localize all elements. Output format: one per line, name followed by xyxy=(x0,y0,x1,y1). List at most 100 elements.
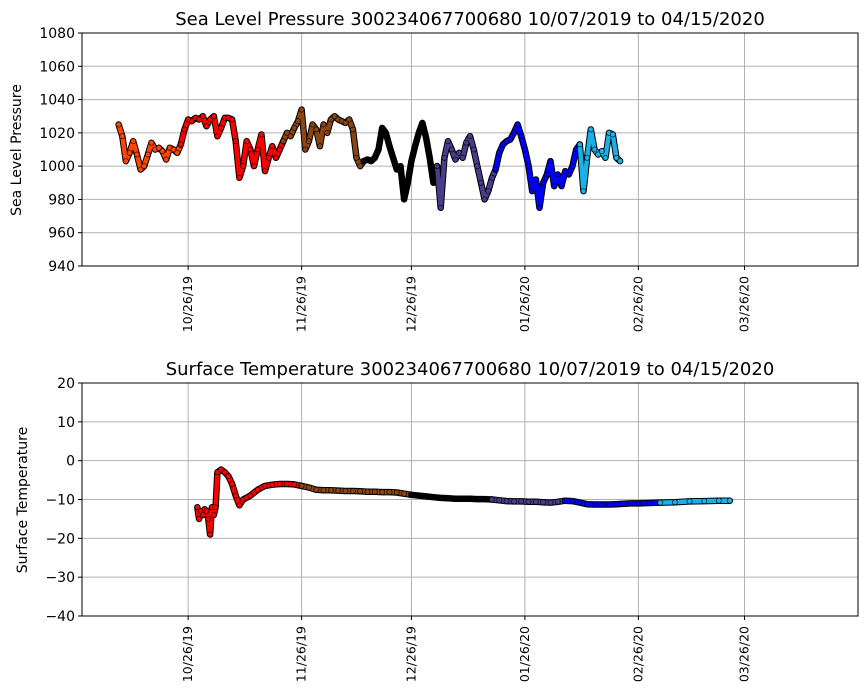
data-point xyxy=(716,497,722,504)
data-point xyxy=(595,151,601,158)
data-point xyxy=(221,469,228,476)
data-point xyxy=(529,188,536,194)
data-point xyxy=(258,131,265,138)
data-point xyxy=(353,154,360,161)
data-point xyxy=(137,166,144,173)
data-point xyxy=(551,183,558,189)
x-tick-label: 01/26/20 xyxy=(517,276,532,332)
data-point xyxy=(635,500,642,507)
data-point xyxy=(470,146,477,153)
data-point xyxy=(591,501,598,508)
data-point xyxy=(445,138,451,145)
x-tick-label: 01/26/20 xyxy=(517,626,532,682)
data-point xyxy=(452,156,459,163)
data-point xyxy=(672,499,678,506)
data-point xyxy=(430,494,437,501)
data-point xyxy=(309,121,316,128)
data-point xyxy=(397,163,404,169)
y-tick-label: 0 xyxy=(66,454,75,470)
data-point xyxy=(199,512,206,518)
data-point xyxy=(148,139,155,146)
data-point xyxy=(628,500,634,507)
data-point xyxy=(598,148,605,155)
data-point xyxy=(602,154,609,161)
data-point xyxy=(199,113,206,120)
data-point xyxy=(379,125,386,131)
data-point xyxy=(518,498,525,505)
x-tick-label: 10/26/19 xyxy=(180,276,195,332)
data-point xyxy=(203,508,210,514)
data-point xyxy=(390,154,396,161)
data-point xyxy=(474,163,481,169)
plot-frame xyxy=(81,32,859,267)
data-point xyxy=(236,174,243,181)
data-point xyxy=(576,499,583,506)
chart-title: Sea Level Pressure 300234067700680 10/07… xyxy=(175,9,765,30)
data-point xyxy=(459,495,466,502)
data-point xyxy=(499,141,506,148)
data-point xyxy=(284,481,290,487)
data-point xyxy=(562,168,569,174)
data-point xyxy=(727,497,733,504)
data-point xyxy=(357,163,364,169)
data-point xyxy=(386,489,393,495)
data-point xyxy=(514,121,521,128)
data-point xyxy=(533,498,539,505)
data-point xyxy=(291,125,298,131)
y-tick-label: 20 xyxy=(57,376,75,392)
data-point xyxy=(214,133,221,140)
chart-sea-level-pressure: Sea Level Pressure 300234067700680 10/07… xyxy=(9,9,859,332)
data-point xyxy=(159,148,166,155)
data-point xyxy=(287,133,294,140)
data-point xyxy=(620,500,627,507)
data-point xyxy=(478,179,484,186)
data-point xyxy=(445,495,451,502)
data-point xyxy=(269,481,276,488)
data-point xyxy=(584,154,590,161)
data-point xyxy=(280,138,287,145)
data-point xyxy=(254,486,261,493)
data-point xyxy=(437,494,444,501)
data-point xyxy=(269,143,276,150)
data-point xyxy=(368,158,375,164)
data-point xyxy=(265,154,272,161)
data-point xyxy=(247,146,254,153)
y-tick-label: −20 xyxy=(45,531,75,547)
data-point xyxy=(576,141,583,148)
y-tick-label: −40 xyxy=(45,609,75,625)
data-point xyxy=(540,179,547,186)
data-point xyxy=(205,516,212,522)
x-tick-label: 02/26/20 xyxy=(630,626,645,682)
data-point xyxy=(533,176,539,183)
data-point xyxy=(262,482,268,489)
data-point xyxy=(547,158,554,164)
data-point xyxy=(401,490,407,497)
data-point xyxy=(229,481,235,487)
data-point xyxy=(335,487,342,494)
data-point xyxy=(342,488,349,494)
x-tick-label: 11/26/19 xyxy=(294,626,309,682)
data-point xyxy=(459,154,466,161)
data-point xyxy=(320,487,327,494)
data-point xyxy=(606,501,612,508)
data-point xyxy=(119,133,126,140)
data-point xyxy=(379,489,386,495)
y-axis-label: Sea Level Pressure xyxy=(9,84,25,216)
data-point xyxy=(313,126,320,133)
data-point xyxy=(316,143,323,150)
data-point xyxy=(284,129,290,136)
data-point xyxy=(170,146,177,153)
data-point xyxy=(522,146,528,153)
data-point xyxy=(423,493,429,500)
data-point xyxy=(426,154,433,161)
data-point xyxy=(327,487,334,494)
data-point xyxy=(584,501,590,508)
x-tick-label: 12/26/19 xyxy=(403,626,418,682)
data-point xyxy=(188,118,195,125)
data-point xyxy=(174,149,181,156)
x-tick-label: 12/26/19 xyxy=(403,276,418,332)
data-point xyxy=(393,166,400,173)
data-point xyxy=(349,126,356,133)
y-tick-label: −10 xyxy=(45,493,75,509)
data-point xyxy=(613,154,620,161)
